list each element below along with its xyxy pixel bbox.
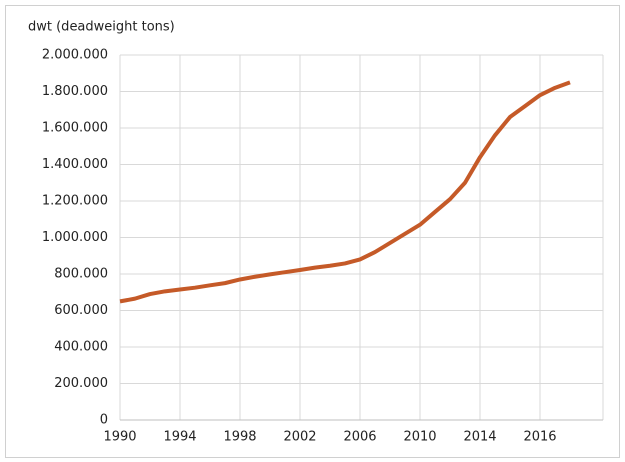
x-tick-label: 2006 <box>343 430 376 445</box>
x-tick-label: 2010 <box>403 430 436 445</box>
y-tick-label: 200.000 <box>54 376 108 391</box>
chart-title: dwt (deadweight tons) <box>28 20 175 35</box>
y-tick-label: 1.600.000 <box>42 121 108 136</box>
y-tick-label: 2.000.000 <box>42 48 108 63</box>
y-tick-label: 1.400.000 <box>42 157 108 172</box>
data-line <box>119 80 571 304</box>
x-tick-label: 1998 <box>223 430 256 445</box>
x-tick-label: 1990 <box>103 430 136 445</box>
x-tick-label: 2002 <box>283 430 316 445</box>
y-tick-label: 400.000 <box>54 340 108 355</box>
x-tick-label: 2014 <box>463 430 496 445</box>
y-tick-label: 1.200.000 <box>42 194 108 209</box>
x-tick-label: 1994 <box>163 430 196 445</box>
frame <box>5 5 620 458</box>
y-tick-label: 600.000 <box>54 303 108 318</box>
y-tick-label: 800.000 <box>54 267 108 282</box>
y-tick-label: 1.000.000 <box>42 230 108 245</box>
y-tick-label: 0 <box>100 413 108 428</box>
y-tick-label: 1.800.000 <box>42 84 108 99</box>
x-tick-label: 2016 <box>523 430 556 445</box>
